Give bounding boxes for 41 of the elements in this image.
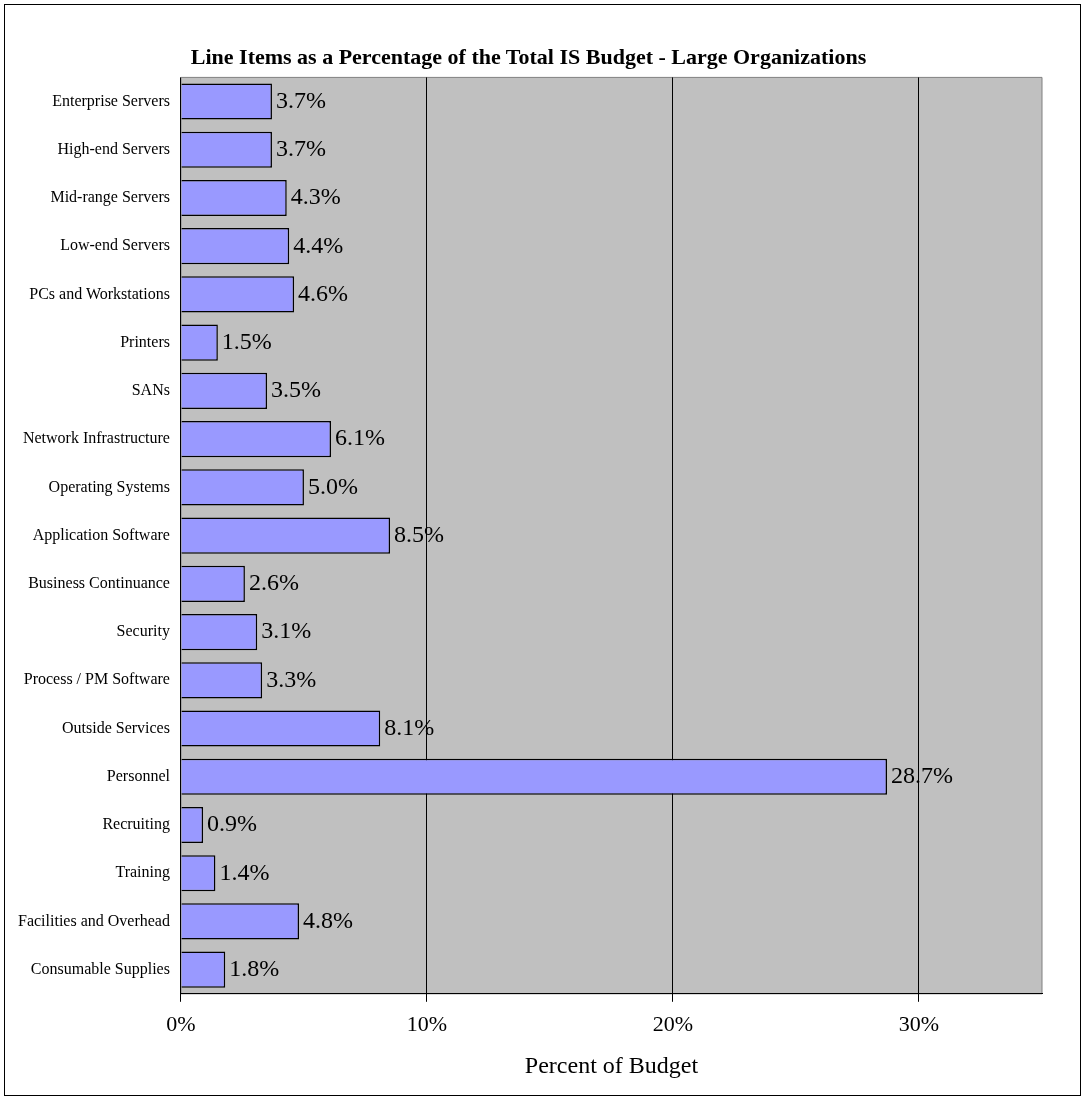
x-tick-label: 10% (406, 1010, 448, 1036)
y-tick-label: SANs (131, 381, 170, 399)
y-tick-label: Facilities and Overhead (17, 911, 170, 929)
y-tick-label: High-end Servers (57, 139, 170, 158)
y-tick-label: Training (115, 863, 170, 882)
y-tick-label: Consumable Supplies (30, 959, 170, 978)
data-label: 4.4% (293, 231, 344, 258)
y-tick-label: Application Software (32, 525, 170, 544)
data-label: 6.1% (335, 424, 386, 451)
data-label: 1.8% (229, 954, 280, 981)
data-label: 3.3% (266, 665, 317, 692)
x-tick-label: 30% (898, 1010, 940, 1036)
data-label: 4.3% (290, 183, 341, 210)
data-label: 4.6% (298, 279, 349, 306)
data-label: 3.7% (275, 86, 326, 113)
x-axis-title: Percent of Budget (524, 1051, 699, 1078)
y-tick-label: Printers (120, 332, 170, 350)
data-label: 5.0% (307, 472, 358, 499)
data-label: 3.1% (261, 617, 312, 644)
data-label: 3.7% (275, 135, 326, 162)
y-tick-label: Low-end Servers (60, 236, 170, 254)
y-tick-label: Recruiting (102, 815, 170, 834)
data-label: 4.8% (303, 906, 354, 933)
y-tick-label: Security (116, 622, 170, 641)
y-tick-label: PCs and Workstations (29, 284, 170, 302)
y-tick-label: Outside Services (61, 718, 170, 736)
data-label: 1.4% (219, 858, 270, 885)
x-tick-label: 0% (166, 1010, 196, 1036)
data-label: 1.5% (221, 327, 272, 354)
y-tick-label: Network Infrastructure (22, 429, 170, 447)
data-label: 3.5% (271, 376, 322, 403)
y-tick-label: Process / PM Software (23, 670, 170, 688)
y-tick-label: Mid-range Servers (50, 188, 170, 207)
x-tick-label: 20% (652, 1010, 694, 1036)
y-tick-label: Business Continuance (28, 574, 170, 592)
data-label: 0.9% (207, 810, 258, 837)
y-tick-label: Operating Systems (48, 477, 170, 496)
y-tick-label: Enterprise Servers (52, 91, 170, 110)
chart-title: Line Items as a Percentage of the Total IS Budget - Large Organizations (190, 43, 867, 69)
y-tick-label: Personnel (106, 766, 171, 784)
data-label: 2.6% (248, 569, 299, 596)
